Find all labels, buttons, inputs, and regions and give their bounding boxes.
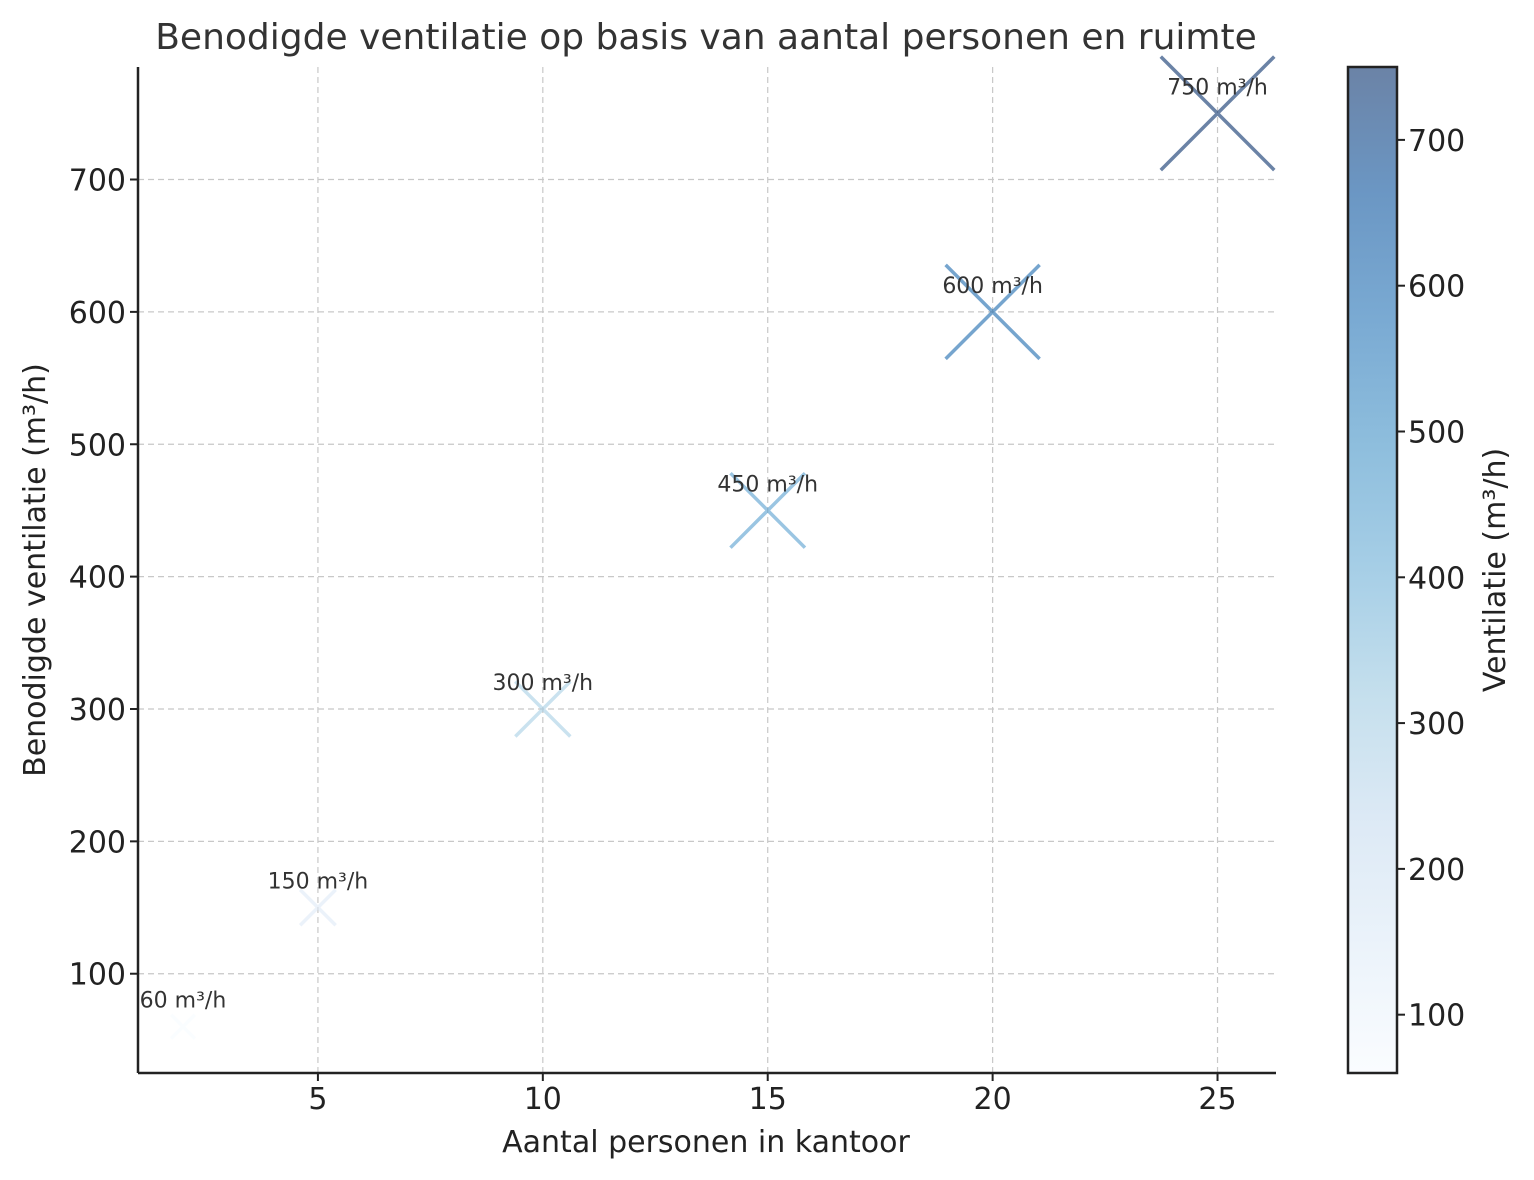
y-tick-label: 600 [69, 296, 126, 331]
x-axis-label: Aantal personen in kantoor [502, 1125, 910, 1160]
x-tick-label: 20 [974, 1082, 1012, 1117]
y-axis-label: Benodigde ventilatie (m³/h) [18, 363, 53, 777]
point-label: 60 m³/h [140, 989, 227, 1014]
colorbar-tick-label: 700 [1408, 124, 1465, 159]
colorbar-tick-label: 400 [1408, 561, 1465, 596]
point-label: 300 m³/h [493, 671, 594, 696]
colorbar-tick-label: 600 [1408, 270, 1465, 305]
point-label: 450 m³/h [717, 472, 818, 497]
chart-title: Benodigde ventilatie op basis van aantal… [155, 17, 1257, 58]
x-tick-label: 5 [308, 1082, 327, 1117]
colorbar-tick-label: 300 [1408, 707, 1465, 742]
data-point [514, 680, 572, 738]
x-tick-label: 15 [749, 1082, 787, 1117]
point-label: 150 m³/h [268, 870, 369, 895]
y-tick-label: 300 [69, 693, 126, 728]
plot-area: 60 m³/h 150 m³/h 300 m³/h 450 m³/h 600 m³/h 7… [69, 55, 1276, 1117]
y-tick-label: 100 [69, 958, 126, 993]
point-label: 750 m³/h [1167, 75, 1268, 100]
y-tick-label: 200 [69, 825, 126, 860]
data-point [729, 471, 807, 549]
y-tick-label: 700 [69, 164, 126, 199]
x-tick-label: 10 [524, 1082, 562, 1117]
data-point [944, 263, 1041, 361]
colorbar: 100 200 300 400 500 600 700 [1346, 65, 1465, 1075]
x-tick-label: 25 [1198, 1082, 1236, 1117]
data-point [298, 888, 337, 927]
colorbar-tick-label: 500 [1408, 415, 1465, 450]
colorbar-tick-label: 100 [1408, 999, 1465, 1034]
y-tick-label: 500 [69, 428, 126, 463]
colorbar-gradient [1348, 67, 1397, 1073]
colorbar-frame [1346, 65, 1399, 1075]
colorbar-label: Ventilatie (m³/h) [1478, 448, 1513, 692]
point-label: 600 m³/h [942, 274, 1043, 299]
colorbar-tick-label: 200 [1408, 853, 1465, 888]
data-point [169, 1013, 197, 1040]
y-tick-label: 400 [69, 561, 126, 596]
data-point [1159, 55, 1276, 172]
